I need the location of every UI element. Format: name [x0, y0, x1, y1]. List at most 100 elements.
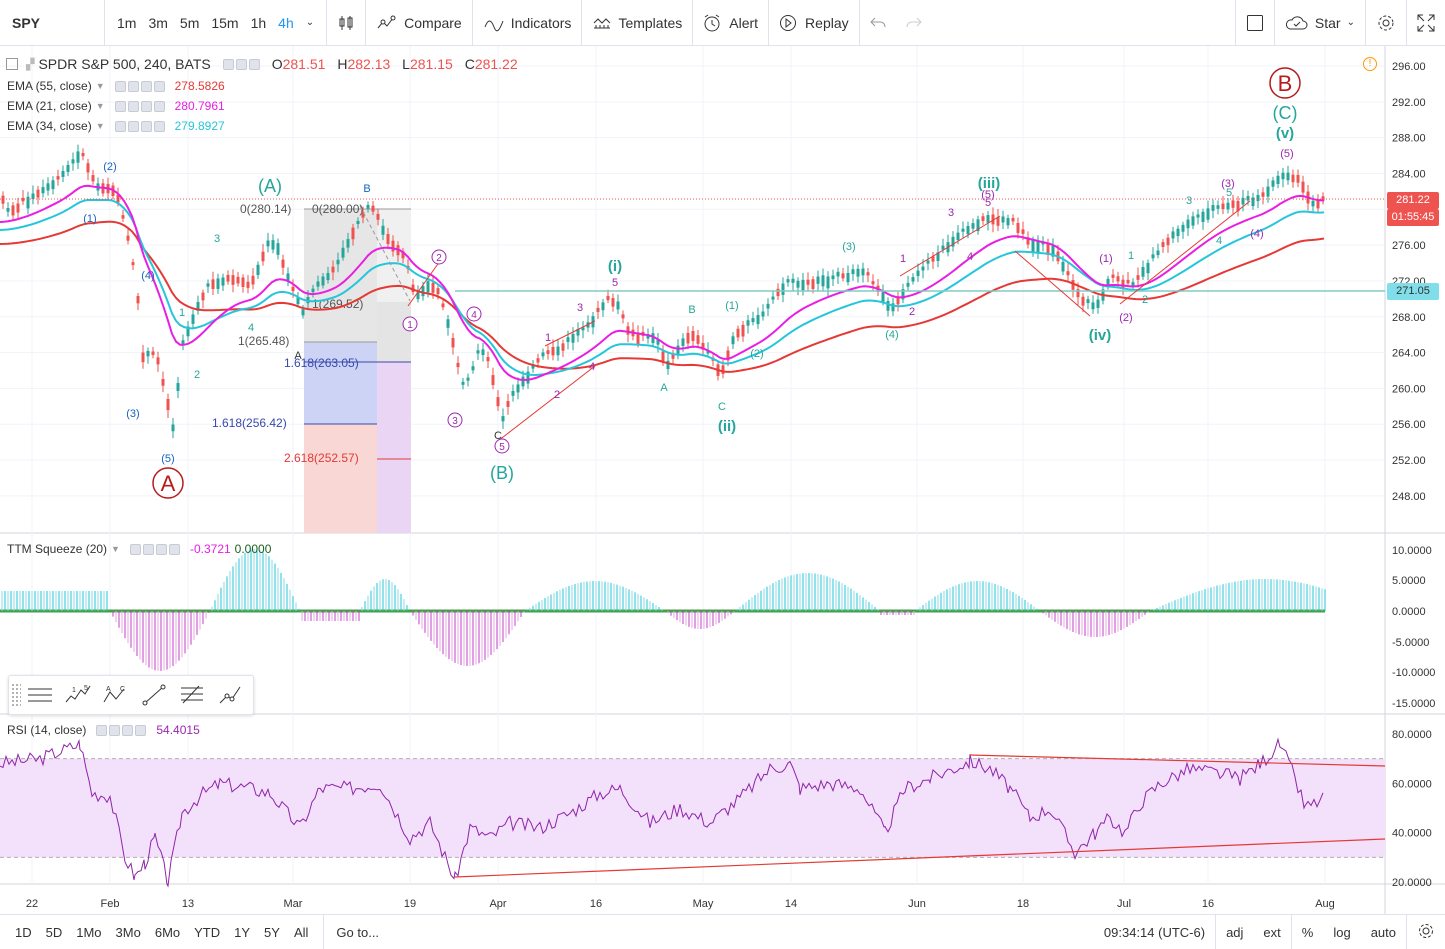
legend-options[interactable] — [222, 58, 260, 70]
adj-toggle[interactable]: adj — [1226, 924, 1244, 940]
star-button[interactable]: Star ⌄ — [1275, 0, 1365, 46]
candle-body — [651, 333, 655, 344]
candle-body — [1226, 202, 1230, 210]
symbol-search[interactable]: SPY — [12, 14, 41, 31]
interval-1m[interactable]: 1m — [117, 14, 137, 31]
candle-body — [221, 277, 225, 286]
wave-label: (4) — [1250, 228, 1263, 240]
wave-label: (iii) — [978, 175, 1001, 192]
interval-group: 1m 3m 5m 15m 1h 4h ⌄ — [105, 15, 326, 31]
interval-15m[interactable]: 15m — [211, 14, 239, 31]
candle-body — [291, 286, 295, 292]
candle-body — [546, 350, 550, 355]
candle-body — [826, 276, 830, 289]
candle-body — [186, 326, 190, 337]
chart-settings-gear-icon[interactable] — [1407, 922, 1445, 943]
range-6mo[interactable]: 6Mo — [154, 924, 181, 940]
ema21-options[interactable] — [114, 100, 165, 112]
log-toggle[interactable]: log — [1333, 924, 1351, 940]
interval-3m[interactable]: 3m — [148, 14, 168, 31]
range-all[interactable]: All — [293, 924, 309, 940]
drag-handle[interactable] — [11, 683, 21, 707]
candle-body — [401, 251, 405, 259]
settings-button[interactable] — [1366, 0, 1406, 46]
candle-body — [241, 277, 245, 288]
ema34-legend: EMA (34, close) ▼ 279.8927 — [7, 119, 225, 133]
candle-body — [936, 252, 940, 261]
path-tool[interactable] — [211, 676, 249, 714]
range-3mo[interactable]: 3Mo — [115, 924, 141, 940]
circled-wave-marker — [466, 306, 482, 322]
replay-button[interactable]: Replay — [769, 0, 859, 46]
redo-button[interactable] — [896, 0, 932, 46]
candle-body — [226, 274, 230, 282]
ext-toggle[interactable]: ext — [1263, 924, 1281, 940]
candle-body — [506, 401, 510, 407]
bottombar-divider — [1290, 914, 1292, 949]
candle-body — [581, 327, 585, 331]
range-1mo[interactable]: 1Mo — [76, 924, 102, 940]
goto-button[interactable]: Go to... — [336, 924, 380, 940]
candle-body — [1156, 250, 1160, 256]
warning-icon[interactable]: ! — [1363, 57, 1377, 71]
candle-body — [756, 315, 760, 325]
toolbar-divider — [1406, 0, 1407, 46]
chart-area[interactable]: 0(280.14) 0(280.00) 1(269.52) 1(265.48) 1.61… — [0, 46, 1445, 916]
candle-body — [211, 279, 215, 289]
bottombar-divider — [323, 914, 325, 949]
indicators-button[interactable]: Indicators — [473, 0, 582, 46]
candle-body — [141, 352, 145, 363]
clock-display[interactable]: 09:34:14 (UTC-6) — [1103, 924, 1206, 940]
alert-button[interactable]: Alert — [693, 0, 768, 46]
ema55-options[interactable] — [114, 80, 165, 92]
collapse-legend-icon[interactable] — [6, 58, 18, 70]
wave-label: 1 — [900, 253, 906, 265]
symbol-title: SPDR S&P 500, 240, BATS — [38, 56, 211, 72]
range-1y[interactable]: 1Y — [234, 924, 251, 940]
svg-text:A: A — [106, 686, 111, 693]
candle-body — [321, 276, 325, 286]
range-1d[interactable]: 1D — [15, 924, 32, 940]
interval-dropdown-chevron-icon[interactable]: ⌄ — [305, 17, 315, 28]
wave-label: 4 — [248, 322, 254, 334]
wave-label: (C) — [1273, 103, 1298, 123]
range-ytd[interactable]: YTD — [194, 924, 221, 940]
candle-body — [451, 337, 455, 348]
chart-type-button[interactable] — [327, 0, 365, 46]
price-tick-label: 256.00 — [1392, 419, 1426, 431]
candle-body — [781, 283, 785, 295]
candle-body — [1011, 217, 1015, 222]
compare-button[interactable]: Compare — [366, 0, 472, 46]
wave-label: (v) — [1276, 125, 1294, 142]
ttm-options[interactable] — [129, 543, 180, 555]
candle-body — [831, 275, 835, 280]
range-5d[interactable]: 5D — [45, 924, 63, 940]
rsi-options[interactable] — [96, 724, 147, 736]
expand-button[interactable] — [1407, 0, 1445, 46]
templates-button[interactable]: Templates — [582, 0, 692, 46]
chart-canvas[interactable]: 0(280.14) 0(280.00)1(269.52)1(265.48)1.61… — [0, 46, 1445, 916]
candle-body — [276, 243, 280, 255]
candle-body — [556, 346, 560, 356]
candle-body — [56, 176, 60, 180]
interval-1h[interactable]: 1h — [250, 14, 267, 31]
range-5y[interactable]: 5Y — [264, 924, 280, 940]
ema34-options[interactable] — [114, 120, 165, 132]
fib-retracement-tool[interactable] — [173, 676, 211, 714]
candle-body — [931, 256, 935, 262]
trend-line-tool[interactable] — [135, 676, 173, 714]
fib-label: 2.618(252.57) — [284, 451, 359, 465]
interval-4h[interactable]: 4h — [278, 14, 294, 31]
undo-button[interactable] — [860, 0, 896, 46]
auto-toggle[interactable]: auto — [1370, 924, 1396, 940]
percent-toggle[interactable]: % — [1301, 924, 1314, 940]
horizontal-lines-tool[interactable] — [21, 676, 59, 714]
candle-body — [366, 204, 370, 209]
candle-body — [436, 288, 440, 295]
interval-5m[interactable]: 5m — [179, 14, 200, 31]
fullscreen-square-button[interactable] — [1236, 0, 1274, 46]
range-group: 1D 5D 1Mo 3Mo 6Mo YTD 1Y 5Y All — [0, 925, 315, 940]
candle-body — [941, 245, 945, 250]
